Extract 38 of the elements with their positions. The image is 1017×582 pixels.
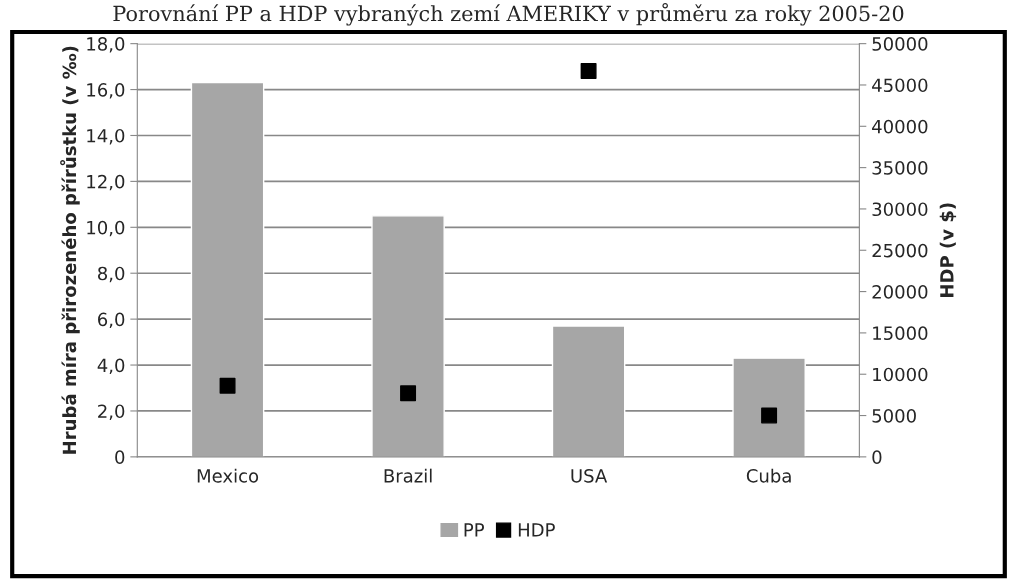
y2-tick-label: 40000: [872, 119, 928, 134]
y2-tick-label: 15000: [873, 326, 928, 341]
y-tick-label: 14,0: [87, 128, 125, 145]
y-tick-label: 0: [115, 450, 125, 464]
x-tick-label: Cuba: [746, 468, 791, 483]
y-tick-label: 8,0: [98, 266, 125, 283]
bar: [371, 215, 445, 457]
bar: [190, 81, 265, 457]
x-tick-label: USA: [571, 468, 608, 483]
chart-title: Porovnání PP a HDP vybraných zemí AMERIKY v průměru za roky 2005-20: [113, 2, 904, 26]
y2-tick-label: 10000: [873, 367, 928, 382]
y-axis-title: Hrubá míra přirozeného přírůstku (v ‰): [60, 46, 80, 454]
y-tick-label: 2,0: [98, 404, 125, 420]
bar: [732, 357, 806, 457]
y2-tick-label: 0: [872, 450, 882, 464]
y2-tick-label: 5000: [872, 409, 916, 423]
y-tick-label: 12,0: [87, 174, 125, 191]
x-tick-label: Brazil: [384, 468, 432, 483]
x-tick-label: Mexico: [197, 468, 259, 483]
legend-label: HDP: [518, 523, 555, 537]
y2-tick-label: 50000: [872, 37, 928, 51]
y-tick-label: 10,0: [87, 220, 125, 237]
legend-label: PP: [464, 523, 484, 537]
y-tick-label: 4,0: [97, 358, 125, 374]
point: [580, 62, 597, 79]
y2-tick-label: 45000: [872, 78, 928, 93]
point: [761, 407, 778, 424]
y2-tick-label: 25000: [872, 243, 928, 258]
y2-tick-label: 35000: [872, 161, 928, 175]
y-tick-label: 18,0: [87, 37, 125, 53]
point: [219, 377, 236, 394]
y2-axis-title: HDP (v $): [939, 203, 957, 297]
point: [400, 385, 417, 402]
bar: [551, 325, 626, 457]
y-tick-label: 6,0: [98, 312, 125, 329]
y2-tick-label: 30000: [872, 202, 928, 217]
y2-tick-label: 20000: [872, 285, 928, 299]
y-tick-label: 16,0: [87, 83, 125, 99]
